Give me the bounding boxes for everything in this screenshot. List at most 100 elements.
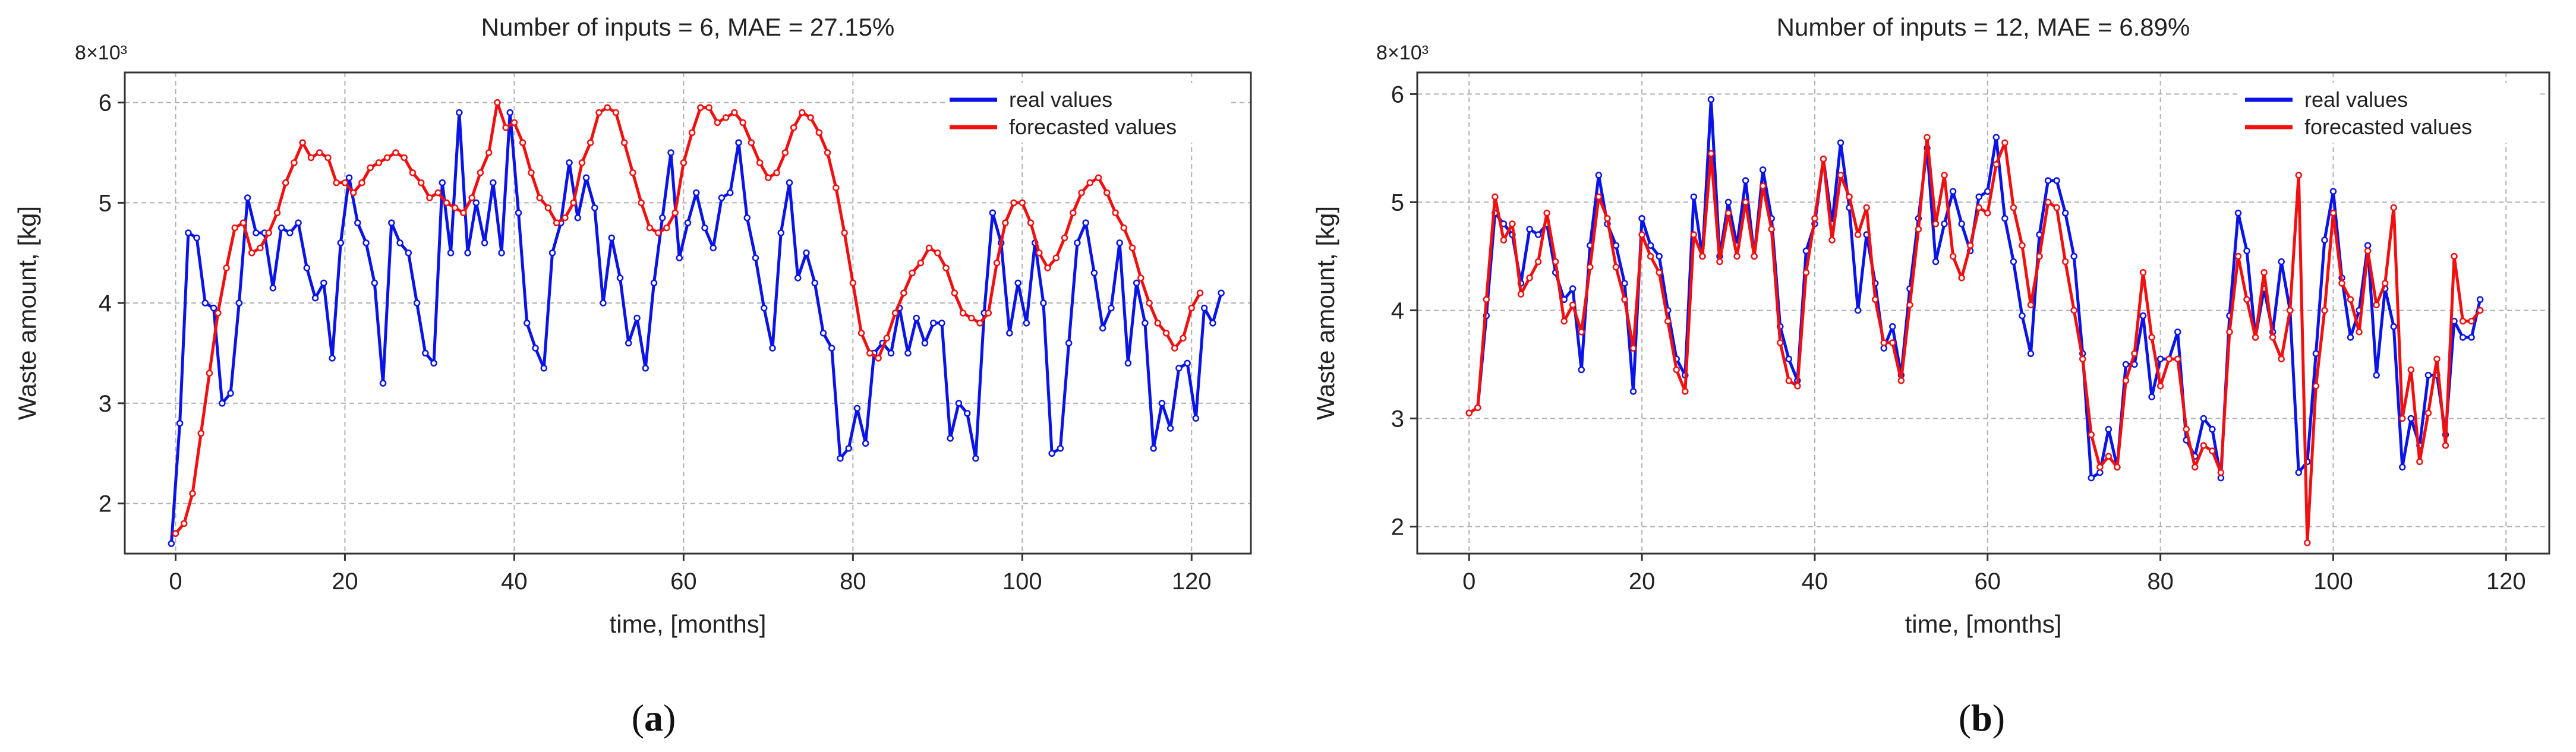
data-point [1707, 150, 1715, 157]
data-point [1984, 209, 1991, 217]
data-point [972, 454, 979, 462]
data-point [942, 264, 950, 271]
data-point [362, 239, 370, 247]
data-point [2468, 317, 2475, 325]
data-point [430, 359, 437, 367]
data-point [273, 209, 281, 216]
data-point [532, 345, 539, 352]
data-point [481, 239, 488, 247]
data-point [1768, 226, 1775, 233]
data-point [210, 304, 217, 312]
data-point [2260, 268, 2268, 276]
data-point [168, 540, 175, 547]
data-point [2321, 307, 2328, 314]
data-point [1604, 214, 1611, 222]
y-tick-label: 6 [1391, 81, 1404, 108]
data-point [485, 149, 493, 156]
data-point [214, 309, 222, 317]
data-point [989, 209, 997, 216]
data-point [2148, 334, 2155, 341]
data-point [1958, 274, 1965, 282]
data-point [993, 259, 1001, 267]
plot-area [1417, 72, 2549, 554]
data-point [866, 349, 874, 357]
data-point [367, 164, 374, 172]
data-point [2061, 209, 2069, 217]
data-point [333, 179, 340, 187]
data-point [2433, 355, 2441, 363]
data-point [1992, 160, 2000, 168]
chart-title: Number of inputs = 6, MAE = 27.15% [481, 13, 895, 41]
data-point [646, 224, 654, 232]
data-point [2373, 301, 2380, 309]
data-point [752, 254, 759, 261]
data-point [2329, 188, 2337, 195]
data-point [671, 209, 679, 216]
data-point [968, 314, 975, 322]
data-point [760, 304, 768, 312]
data-point [2390, 204, 2397, 211]
data-point [2312, 350, 2320, 358]
data-point [1120, 224, 1128, 232]
caption-open: ( [1959, 697, 1971, 739]
data-point [1192, 415, 1200, 422]
data-point [756, 159, 764, 166]
data-point [379, 380, 387, 387]
data-point [1108, 304, 1115, 312]
data-point [1061, 234, 1068, 242]
legend-label: real values [2304, 87, 2408, 112]
caption-close: ) [663, 697, 676, 739]
y-axis-label: Waste amount, [kg] [1311, 206, 1339, 420]
data-point [2321, 236, 2328, 244]
data-point [1699, 252, 1706, 260]
data-point [1837, 172, 1844, 179]
data-point [2476, 296, 2484, 303]
data-point [1751, 252, 1758, 260]
data-point [2226, 328, 2233, 336]
data-point [1133, 279, 1140, 287]
data-point [1534, 231, 1542, 238]
data-point [2347, 334, 2354, 341]
data-point [1897, 377, 1905, 384]
x-tick-label: 120 [2486, 568, 2526, 595]
data-point [2122, 377, 2130, 384]
data-point [2088, 474, 2095, 482]
data-point [938, 320, 945, 327]
data-point [1023, 320, 1030, 327]
data-point [2209, 425, 2216, 433]
data-point [443, 199, 450, 207]
data-point [2139, 268, 2147, 276]
data-point [1595, 172, 1603, 179]
data-point [2243, 247, 2250, 255]
data-point [2451, 252, 2458, 260]
data-point [291, 159, 298, 166]
data-point [316, 149, 323, 156]
data-point [490, 179, 497, 187]
x-tick-label: 60 [1975, 568, 2001, 595]
x-tick-label: 80 [840, 568, 866, 595]
data-point [460, 209, 467, 216]
data-point [921, 339, 929, 347]
data-point [1759, 166, 1767, 173]
data-point [1188, 304, 1196, 312]
data-point [781, 149, 789, 156]
data-point [1880, 345, 1888, 352]
data-point [2295, 469, 2303, 476]
data-point [2407, 366, 2415, 374]
data-point [2286, 307, 2294, 314]
data-point [667, 149, 674, 156]
data-point [1785, 377, 1793, 384]
data-point [2476, 307, 2484, 314]
data-point [1209, 320, 1216, 327]
data-point [1086, 179, 1094, 187]
data-point [295, 219, 302, 226]
data-point [349, 189, 357, 197]
data-point [358, 179, 365, 187]
data-point [731, 109, 738, 116]
data-point [197, 429, 204, 437]
legend-label: forecasted values [1009, 115, 1177, 139]
y-tick-label: 4 [1391, 298, 1404, 324]
data-point [401, 154, 408, 162]
y-tick-label: 5 [1391, 189, 1404, 216]
